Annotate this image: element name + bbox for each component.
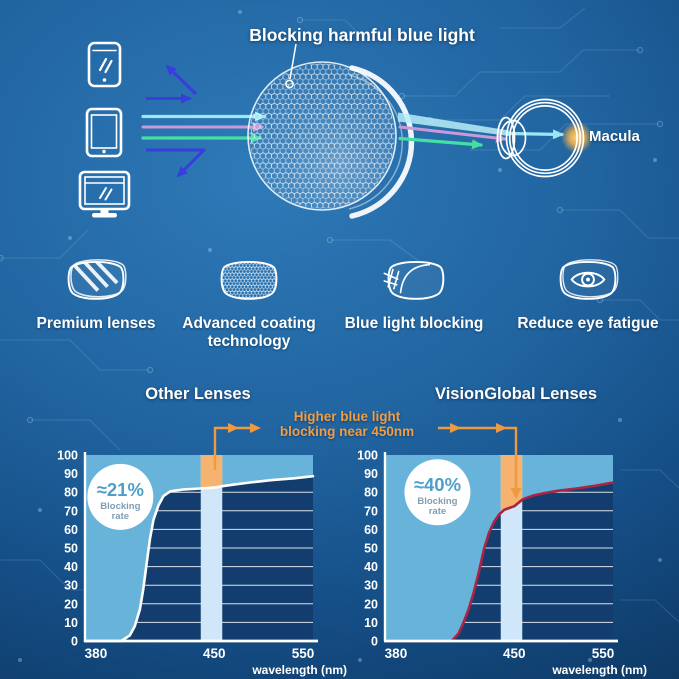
svg-text:380: 380 xyxy=(85,646,108,661)
svg-text:≈40%: ≈40% xyxy=(414,474,461,495)
cornea-lens xyxy=(496,116,516,160)
svg-text:20: 20 xyxy=(364,597,378,611)
svg-text:90: 90 xyxy=(364,467,378,481)
svg-text:550: 550 xyxy=(592,646,615,661)
svg-text:60: 60 xyxy=(64,523,78,537)
blue-light-diagram xyxy=(78,41,593,219)
svg-text:0: 0 xyxy=(71,635,78,649)
svg-text:70: 70 xyxy=(64,504,78,518)
blue-light-shield-icon xyxy=(383,260,445,300)
honeycomb-lens-icon xyxy=(220,260,278,300)
page-title: Blocking harmful blue light xyxy=(249,25,475,45)
svg-text:100: 100 xyxy=(57,449,78,463)
annotation-line-1: Higher blue light xyxy=(293,409,401,424)
eye-lens-icon xyxy=(559,259,619,300)
incoming-light-beams xyxy=(141,111,266,143)
svg-text:rate: rate xyxy=(429,506,446,517)
transmitted-light-beams xyxy=(398,112,564,150)
svg-text:rate: rate xyxy=(112,511,129,522)
svg-text:80: 80 xyxy=(364,486,378,500)
svg-text:wavelength (nm): wavelength (nm) xyxy=(251,663,347,677)
annotation-line-2: blocking near 450nm xyxy=(279,424,415,440)
feature-blue-light-blocking: Blue light blocking xyxy=(329,258,499,333)
svg-text:30: 30 xyxy=(364,579,378,593)
svg-text:90: 90 xyxy=(64,467,78,481)
striped-lens-icon xyxy=(67,259,127,300)
feature-reduce-eye-fatigue: Reduce eye fatigue xyxy=(503,258,673,333)
feature-premium-lenses: Premium lenses xyxy=(11,258,181,333)
svg-text:Blocking: Blocking xyxy=(100,501,140,512)
feature-label: Advanced coating technology xyxy=(182,315,316,351)
annotation-higher-blocking: Higher blue light blocking near 450nm xyxy=(262,409,432,440)
chart-other-lenses: 0 10 20 30 40 50 60 70 80 90 100 380 450 550 wavelengt… xyxy=(48,445,358,679)
svg-text:80: 80 xyxy=(64,486,78,500)
svg-text:0: 0 xyxy=(371,635,378,649)
svg-text:450: 450 xyxy=(203,646,226,661)
svg-text:100: 100 xyxy=(357,449,378,463)
chart-title-other-lenses: Other Lenses xyxy=(145,385,251,403)
eye-diagram xyxy=(496,98,593,178)
coated-lens xyxy=(247,61,415,219)
feature-label: Reduce eye fatigue xyxy=(517,315,659,332)
svg-text:20: 20 xyxy=(64,597,78,611)
feature-label: Premium lenses xyxy=(36,315,156,332)
svg-text:Blocking: Blocking xyxy=(417,496,457,507)
feature-advanced-coating: Advanced coating technology xyxy=(164,258,334,352)
svg-text:40: 40 xyxy=(64,560,78,574)
reflected-blue-arrows xyxy=(146,64,206,178)
smartphone-icon xyxy=(87,41,122,88)
svg-text:wavelength (nm): wavelength (nm) xyxy=(551,663,647,677)
svg-text:40: 40 xyxy=(364,560,378,574)
svg-text:10: 10 xyxy=(64,616,78,630)
title-pointer-line xyxy=(285,43,297,89)
macula-label: Macula xyxy=(589,128,640,145)
svg-text:450: 450 xyxy=(503,646,526,661)
tablet-icon xyxy=(85,107,123,158)
svg-text:50: 50 xyxy=(364,542,378,556)
svg-text:70: 70 xyxy=(364,504,378,518)
svg-text:30: 30 xyxy=(64,579,78,593)
svg-text:50: 50 xyxy=(64,542,78,556)
svg-text:≈21%: ≈21% xyxy=(97,479,144,500)
svg-text:10: 10 xyxy=(364,616,378,630)
svg-text:60: 60 xyxy=(364,523,378,537)
monitor-icon xyxy=(78,170,131,218)
svg-text:380: 380 xyxy=(385,646,408,661)
feature-label: Blue light blocking xyxy=(344,315,484,332)
chart-visionglobal-lenses: 0 10 20 30 40 50 60 70 80 90 100 380 450 550 wavelengt… xyxy=(348,445,658,679)
chart-title-visionglobal-lenses: VisionGlobal Lenses xyxy=(435,385,597,403)
svg-text:550: 550 xyxy=(292,646,315,661)
